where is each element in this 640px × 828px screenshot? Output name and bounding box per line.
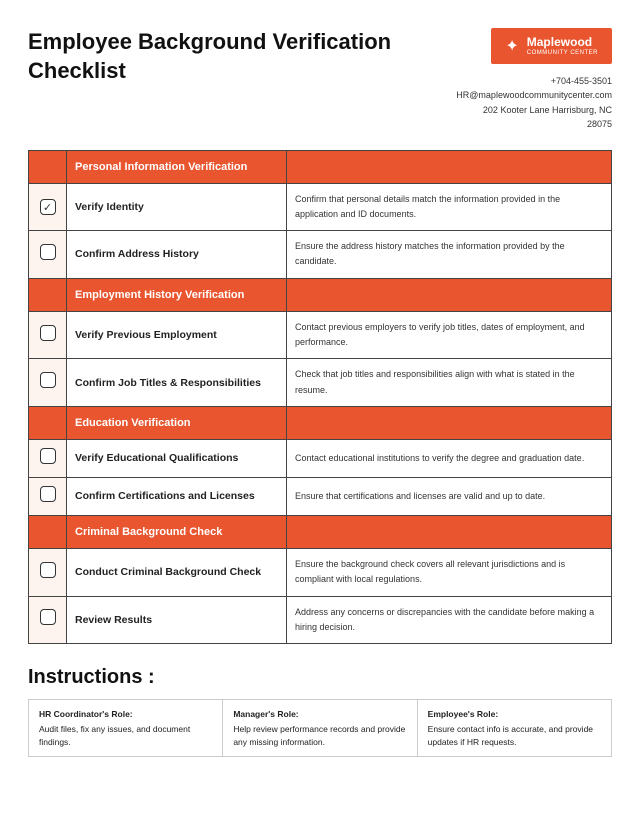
checkbox-cell[interactable] (29, 596, 67, 644)
checkbox-cell[interactable] (29, 439, 67, 477)
checkbox[interactable] (40, 609, 56, 625)
item-description: Check that job titles and responsibiliti… (287, 359, 612, 407)
item-description: Address any concerns or discrepancies wi… (287, 596, 612, 644)
section-header-pad (29, 515, 67, 548)
checkbox-cell[interactable] (29, 359, 67, 407)
item-description: Contact previous employers to verify job… (287, 311, 612, 359)
section-header-pad2 (287, 150, 612, 183)
roles-row: HR Coordinator's Role: Audit files, fix a… (28, 699, 612, 757)
section-header: Criminal Background Check (67, 515, 287, 548)
section-header-pad (29, 150, 67, 183)
contact-phone: +704-455-3501 (456, 74, 612, 88)
item-title: Confirm Certifications and Licenses (67, 477, 287, 515)
checkbox[interactable]: ✓ (40, 199, 56, 215)
item-description: Ensure that certifications and licenses … (287, 477, 612, 515)
contact-info: +704-455-3501 HR@maplewoodcommunitycente… (456, 74, 612, 132)
item-title: Verify Educational Qualifications (67, 439, 287, 477)
section-header-pad (29, 406, 67, 439)
role-heading: Employee's Role: (428, 708, 601, 721)
section-header-pad2 (287, 515, 612, 548)
logo-block: ✦ Maplewood COMMUNITY CENTER +704-455-35… (456, 28, 612, 132)
checkbox[interactable] (40, 325, 56, 341)
role-text: Ensure contact info is accurate, and pro… (428, 724, 593, 747)
maple-leaf-icon: ✦ (505, 36, 518, 56)
checkbox-cell[interactable]: ✓ (29, 183, 67, 231)
role-heading: Manager's Role: (233, 708, 406, 721)
item-description: Ensure the background check covers all r… (287, 548, 612, 596)
checkbox-cell[interactable] (29, 477, 67, 515)
role-heading: HR Coordinator's Role: (39, 708, 212, 721)
item-title: Conduct Criminal Background Check (67, 548, 287, 596)
checkbox-cell[interactable] (29, 311, 67, 359)
item-description: Ensure the address history matches the i… (287, 231, 612, 279)
role-text: Help review performance records and prov… (233, 724, 405, 747)
section-header-pad2 (287, 278, 612, 311)
item-description: Confirm that personal details match the … (287, 183, 612, 231)
item-title: Verify Previous Employment (67, 311, 287, 359)
instructions-title: Instructions : (28, 666, 612, 689)
section-header-pad2 (287, 406, 612, 439)
header: Employee Background Verification Checkli… (28, 28, 612, 132)
checkbox-cell[interactable] (29, 231, 67, 279)
item-description: Contact educational institutions to veri… (287, 439, 612, 477)
checkbox-cell[interactable] (29, 548, 67, 596)
checkbox[interactable] (40, 372, 56, 388)
checkbox[interactable] (40, 486, 56, 502)
role-box: Employee's Role: Ensure contact info is a… (417, 700, 611, 756)
item-title: Verify Identity (67, 183, 287, 231)
logo-name: Maplewood (527, 36, 598, 48)
logo: ✦ Maplewood COMMUNITY CENTER (491, 28, 612, 64)
checkbox[interactable] (40, 244, 56, 260)
section-header: Employment History Verification (67, 278, 287, 311)
role-box: HR Coordinator's Role: Audit files, fix a… (29, 700, 222, 756)
item-title: Confirm Job Titles & Responsibilities (67, 359, 287, 407)
section-header: Personal Information Verification (67, 150, 287, 183)
checkbox[interactable] (40, 448, 56, 464)
contact-email: HR@maplewoodcommunitycenter.com (456, 88, 612, 102)
item-title: Confirm Address History (67, 231, 287, 279)
checklist-table: Personal Information Verification ✓ Verify… (28, 150, 612, 645)
section-header-pad (29, 278, 67, 311)
role-box: Manager's Role: Help review performance r… (222, 700, 416, 756)
logo-subtitle: COMMUNITY CENTER (527, 50, 598, 56)
contact-address: 202 Kooter Lane Harrisburg, NC 28075 (456, 103, 612, 132)
item-title: Review Results (67, 596, 287, 644)
section-header: Education Verification (67, 406, 287, 439)
checkbox[interactable] (40, 562, 56, 578)
role-text: Audit files, fix any issues, and documen… (39, 724, 190, 747)
page-title: Employee Background Verification Checkli… (28, 28, 456, 85)
